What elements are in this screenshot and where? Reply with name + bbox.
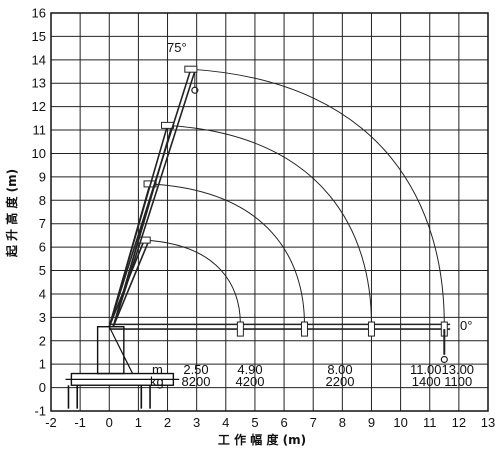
radius-value: 2.50 [183,362,208,377]
y-tick-label: -1 [34,404,46,419]
x-tick-label: 11 [423,415,437,430]
boom-drawings [108,65,451,364]
boom-section-joint [367,321,375,337]
x-axis-title: 工 作 幅 度 (m) [218,432,306,447]
crane-base [65,326,180,409]
y-tick-label: 10 [32,146,46,161]
y-tick-label: 13 [32,76,46,91]
angle-label-max: 75° [167,40,187,55]
boom-head [184,65,198,73]
plot-border [50,12,489,412]
crane-column [96,326,125,375]
lift-cylinder [108,326,134,374]
boom-raised-edge [112,70,196,327]
boom-section-joint [300,321,308,337]
x-tick-label: 2 [164,415,171,430]
y-tick-label: 1 [39,357,46,372]
boom-raised-edge [112,241,149,328]
y-tick-label: 5 [39,263,46,278]
load-table: 2.50 4.90 8.00 11.0013.00 8200 4200 2200 1400 1… [182,362,475,389]
reach-arc [144,239,241,325]
load-unit: kg [150,374,164,389]
x-tick-label: 10 [393,415,407,430]
y-tick-label: 11 [33,123,47,138]
load-value: 8200 [182,374,211,389]
x-tick-label: 3 [193,415,200,430]
y-tick-label: 0 [39,380,46,395]
hook-horizontal [440,355,448,364]
x-tick-label: 4 [222,415,229,430]
x-tick-label: 13 [481,415,495,430]
y-tick-label: 7 [39,216,46,231]
x-tick-label: 12 [452,415,466,430]
y-tick-label: 12 [32,99,46,114]
x-tick-label: -1 [74,415,86,430]
grid [50,12,489,412]
y-tick-label: 9 [39,169,46,184]
y-tick-label: 6 [39,240,46,255]
load-value: 4200 [236,374,265,389]
y-tick-label: 14 [32,52,46,67]
x-tick-label: 0 [106,415,113,430]
x-tick-label: -2 [45,415,57,430]
boom-section-joint [236,321,244,337]
y-tick-label: 16 [32,6,46,21]
reach-arc [150,183,305,325]
y-tick-label: 4 [39,286,46,301]
x-tick-label: 6 [280,415,287,430]
radius-value: 11.0013.00 [410,362,474,377]
reach-arc [167,124,372,325]
y-tick-label: 2 [39,333,46,348]
x-tick-labels: -2 -1 0 1 2 3 4 5 6 7 8 9 10 11 12 13 [45,415,495,430]
radius-value: 4.90 [237,362,262,377]
x-tick-label: 7 [310,415,317,430]
x-tick-label: 5 [251,415,258,430]
y-tick-label: 8 [39,193,46,208]
radius-unit: m [152,362,163,377]
x-tick-label: 9 [368,415,375,430]
boom-raised [108,125,169,327]
y-axis-title: 起 升 高 度 (m) [4,169,19,258]
reach-arc [190,68,445,325]
radius-value: 8.00 [327,362,352,377]
load-value: 1400 1100 [412,374,473,389]
load-value: 2200 [326,374,355,389]
x-tick-label: 8 [339,415,346,430]
y-tick-label: 3 [39,310,46,325]
x-tick-label: 1 [135,415,142,430]
angle-label-min: 0° [460,318,472,333]
reach-arcs [144,68,445,325]
hook [191,86,199,94]
y-tick-label: 15 [32,29,46,44]
boom-raised [108,68,192,327]
